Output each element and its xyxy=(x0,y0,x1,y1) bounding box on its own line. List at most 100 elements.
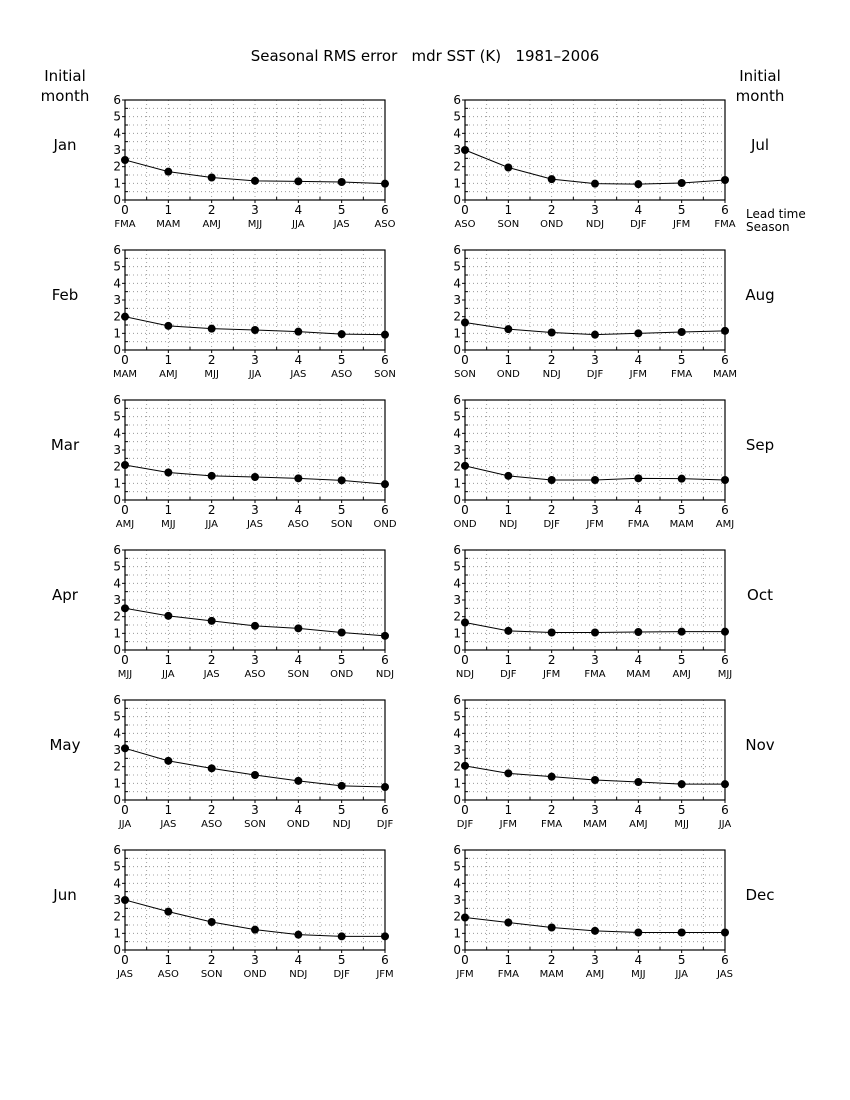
y-tick-label: 1 xyxy=(453,926,461,940)
y-tick-label: 0 xyxy=(113,493,121,507)
data-point xyxy=(381,330,389,339)
data-point xyxy=(294,624,303,633)
y-tick-label: 5 xyxy=(453,860,461,874)
x-tick-label: 0 xyxy=(121,953,129,967)
x-tick-label: 3 xyxy=(591,353,599,367)
season-label: JJA xyxy=(118,819,132,830)
y-tick-label: 1 xyxy=(113,476,121,490)
y-tick-label: 6 xyxy=(453,843,461,857)
season-label: NDJ xyxy=(543,369,561,380)
data-point xyxy=(677,928,686,937)
season-label: JFM xyxy=(455,969,473,980)
x-tick-label: 6 xyxy=(721,353,729,367)
season-label: JFM xyxy=(672,219,690,230)
x-tick-label: 1 xyxy=(505,803,513,817)
x-tick-label: 2 xyxy=(208,203,216,217)
season-label: JAS xyxy=(116,969,133,980)
season-label: OND xyxy=(287,819,310,830)
y-tick-label: 0 xyxy=(113,343,121,357)
data-point xyxy=(251,621,259,630)
x-tick-label: 3 xyxy=(591,953,599,967)
season-label: MJJ xyxy=(631,969,646,980)
x-tick-label: 6 xyxy=(381,953,389,967)
y-tick-label: 5 xyxy=(453,110,461,124)
x-tick-label: 6 xyxy=(721,203,729,217)
y-tick-label: 0 xyxy=(113,943,121,957)
initial-month-label: Dec xyxy=(745,886,774,904)
y-tick-label: 3 xyxy=(453,593,461,607)
x-tick-label: 3 xyxy=(251,203,259,217)
season-label: JFM xyxy=(542,669,560,680)
season-label: JAS xyxy=(716,969,733,980)
season-label: DJF xyxy=(630,219,647,230)
data-point xyxy=(591,179,599,188)
y-tick-label: 4 xyxy=(453,276,461,290)
y-tick-label: 1 xyxy=(113,926,121,940)
season-label: Season xyxy=(746,220,790,234)
data-point xyxy=(381,179,389,188)
x-tick-label: 0 xyxy=(121,503,129,517)
x-tick-label: 1 xyxy=(165,503,173,517)
x-tick-label: 2 xyxy=(548,803,556,817)
y-tick-label: 2 xyxy=(453,160,461,174)
y-tick-label: 1 xyxy=(453,776,461,790)
data-point xyxy=(547,476,556,484)
x-tick-label: 6 xyxy=(381,203,389,217)
data-point xyxy=(504,471,513,480)
x-tick-label: 6 xyxy=(721,953,729,967)
initial-month-label: Oct xyxy=(747,586,773,604)
y-tick-label: 3 xyxy=(453,143,461,157)
season-label: JJA xyxy=(161,669,175,680)
x-tick-label: 3 xyxy=(251,653,259,667)
data-point xyxy=(634,778,643,786)
season-label: ASO xyxy=(454,219,475,230)
data-point xyxy=(121,312,129,321)
y-tick-label: 0 xyxy=(113,643,121,657)
y-tick-label: 0 xyxy=(113,793,121,807)
season-label: MAM xyxy=(713,369,737,380)
x-tick-label: 1 xyxy=(165,203,173,217)
x-tick-label: 1 xyxy=(165,353,173,367)
data-point xyxy=(164,611,173,620)
y-tick-label: 4 xyxy=(453,876,461,890)
data-point xyxy=(381,631,389,640)
data-point xyxy=(547,175,556,184)
season-label: MJJ xyxy=(161,519,176,530)
x-tick-label: 3 xyxy=(251,503,259,517)
y-tick-label: 2 xyxy=(113,460,121,474)
data-point xyxy=(294,930,303,939)
y-tick-label: 3 xyxy=(453,743,461,757)
season-label: JJA xyxy=(248,369,262,380)
initial-month-label: Jul xyxy=(750,136,769,154)
season-label: DJF xyxy=(543,519,560,530)
data-point xyxy=(207,764,216,773)
data-point xyxy=(547,628,556,637)
data-point xyxy=(121,461,129,469)
season-label: ASO xyxy=(158,969,179,980)
x-tick-label: 5 xyxy=(678,503,686,517)
season-label: MAM xyxy=(156,219,180,230)
x-tick-label: 5 xyxy=(338,653,346,667)
figure-title: Seasonal RMS error mdr SST (K) 1981–2006 xyxy=(251,47,600,65)
x-tick-label: 5 xyxy=(338,503,346,517)
season-label: ASO xyxy=(374,219,395,230)
y-tick-label: 2 xyxy=(453,310,461,324)
x-tick-label: 6 xyxy=(381,353,389,367)
y-tick-label: 2 xyxy=(113,610,121,624)
y-tick-label: 4 xyxy=(113,726,121,740)
x-tick-label: 1 xyxy=(505,503,513,517)
y-tick-label: 2 xyxy=(113,160,121,174)
y-tick-label: 3 xyxy=(113,143,121,157)
x-tick-label: 2 xyxy=(208,953,216,967)
data-point xyxy=(634,474,643,483)
y-tick-label: 1 xyxy=(453,176,461,190)
data-point xyxy=(677,780,686,789)
season-label: FMA xyxy=(114,219,135,230)
data-point xyxy=(381,783,389,791)
season-label: MJJ xyxy=(118,669,133,680)
rmse-series-line xyxy=(464,149,726,185)
season-label: AMJ xyxy=(159,369,177,380)
